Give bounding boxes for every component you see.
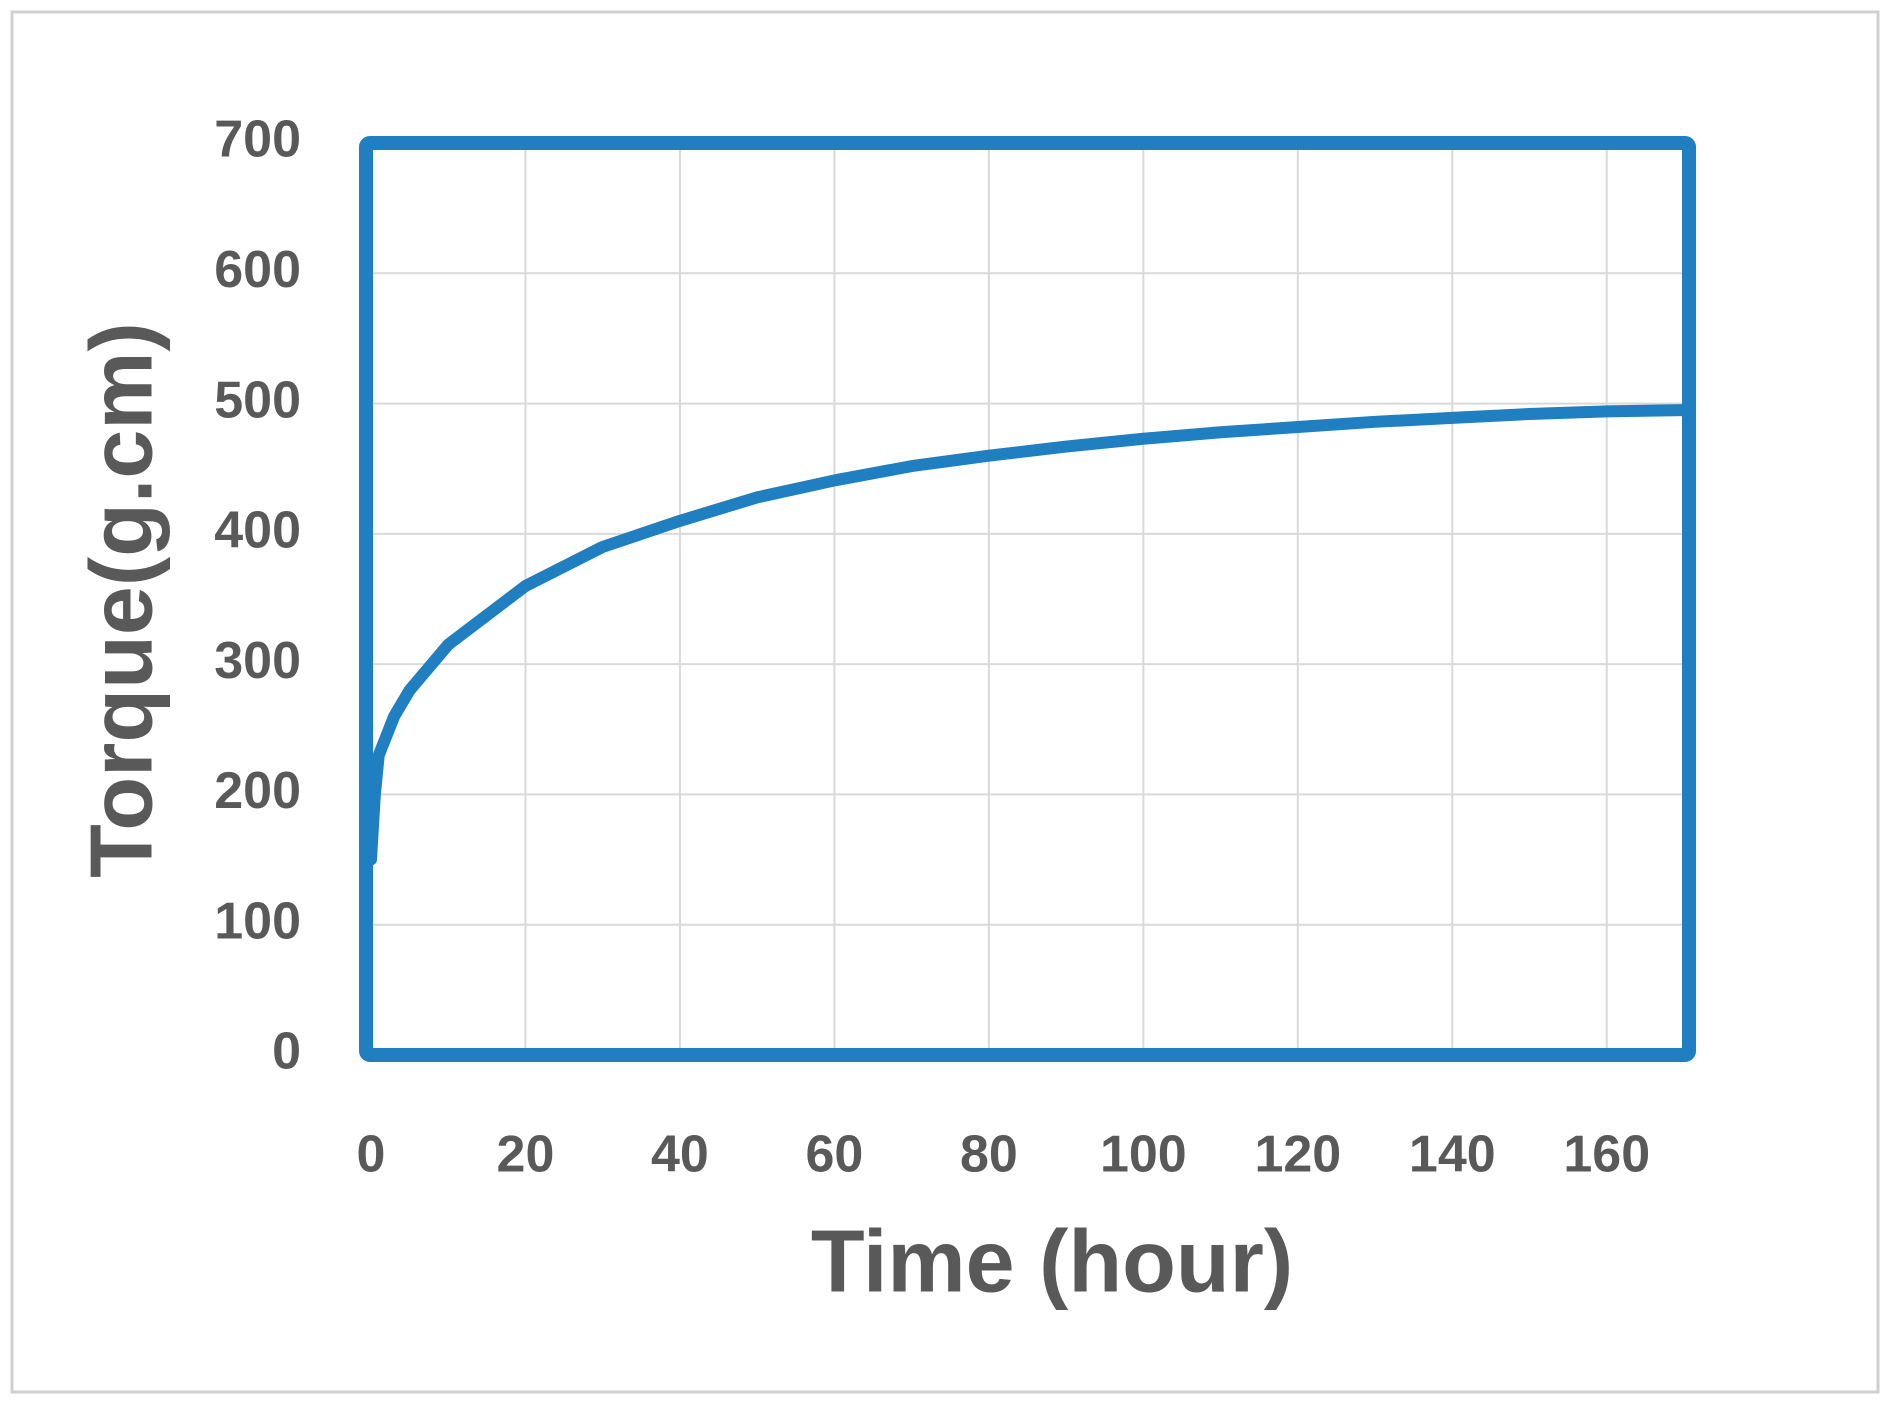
data-line (365, 404, 1690, 866)
x-tick-label: 40 (651, 1126, 709, 1184)
x-tick-label: 0 (357, 1126, 386, 1184)
y-tick-label: 700 (214, 111, 301, 169)
outer-border (10, 10, 1880, 1394)
x-axis-title: Time (hour) (811, 1211, 1293, 1310)
y-tick-label: 500 (214, 371, 301, 429)
y-tick-label: 300 (214, 632, 301, 690)
y-tick-label: 100 (214, 892, 301, 950)
x-tick-label: 100 (1100, 1126, 1187, 1184)
x-tick-label: 20 (497, 1126, 555, 1184)
x-tick-label: 140 (1409, 1126, 1496, 1184)
x-tick-label: 80 (960, 1126, 1018, 1184)
y-tick-label: 0 (272, 1023, 301, 1081)
y-tick-label: 200 (214, 762, 301, 820)
y-axis-title: Torque(g.cm) (71, 322, 170, 878)
x-tick-label: 120 (1254, 1126, 1341, 1184)
x-tick-label: 60 (805, 1126, 863, 1184)
y-tick-label: 400 (214, 502, 301, 560)
y-tick-label: 600 (214, 241, 301, 299)
x-tick-label: 160 (1563, 1126, 1650, 1184)
plot-frame (359, 136, 1696, 1062)
